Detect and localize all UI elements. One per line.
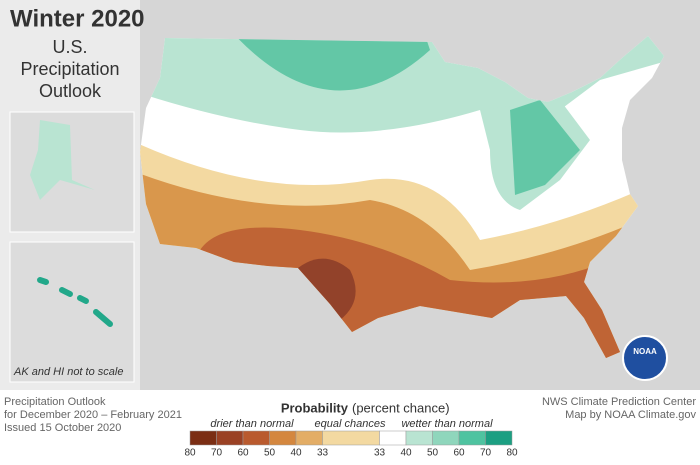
legend-note: (percent chance) [352, 400, 450, 415]
alaska [30, 120, 95, 200]
footer-left: for December 2020 – February 2021 [4, 409, 182, 421]
subtitle: Precipitation [20, 59, 119, 79]
legend-swatch [269, 430, 297, 446]
legend-tick: 60 [453, 448, 465, 459]
legend-equal: equal chances [315, 418, 386, 430]
legend-swatch [405, 430, 433, 446]
legend-swatch [485, 430, 513, 446]
legend-swatch [322, 430, 380, 446]
noaa-logo [622, 335, 668, 381]
legend-tick: 60 [237, 448, 249, 459]
legend-tick: 70 [480, 448, 492, 459]
legend-wetter: wetter than normal [401, 418, 493, 430]
footer-left: Precipitation Outlook [4, 396, 106, 408]
legend-tick: 33 [374, 448, 386, 459]
footer-left: Issued 15 October 2020 [4, 422, 121, 434]
subtitle: Outlook [39, 81, 102, 101]
wet-40 [510, 100, 580, 195]
legend-swatch [242, 430, 270, 446]
hawaii-inset [9, 241, 135, 383]
legend-tick: 40 [290, 448, 302, 459]
legend-tick: 33 [317, 448, 329, 459]
footer-right: Map by NOAA Climate.gov [565, 409, 696, 421]
logo-text: NOAA [633, 347, 657, 356]
inset-note: AK and HI not to scale [13, 366, 123, 378]
legend-tick: 50 [427, 448, 439, 459]
hawaii [37, 277, 113, 327]
legend-tick: 40 [400, 448, 412, 459]
title: Winter 2020 [10, 5, 145, 32]
legend-tick: 80 [506, 448, 518, 459]
legend-tick: 80 [184, 448, 196, 459]
legend-title: Probability [281, 400, 349, 415]
legend-drier: drier than normal [210, 418, 294, 430]
alaska-inset [9, 111, 135, 233]
legend-tick: 50 [264, 448, 276, 459]
legend-swatch [189, 430, 217, 446]
legend-swatch [458, 430, 486, 446]
footer-right: NWS Climate Prediction Center [542, 396, 696, 408]
legend-tick: 70 [211, 448, 223, 459]
legend-swatch [295, 430, 323, 446]
footer [0, 390, 700, 460]
dry-60 [290, 258, 356, 320]
legend-swatch [379, 430, 407, 446]
legend-swatch [432, 430, 460, 446]
subtitle: U.S. [52, 37, 87, 57]
legend-swatch [216, 430, 244, 446]
